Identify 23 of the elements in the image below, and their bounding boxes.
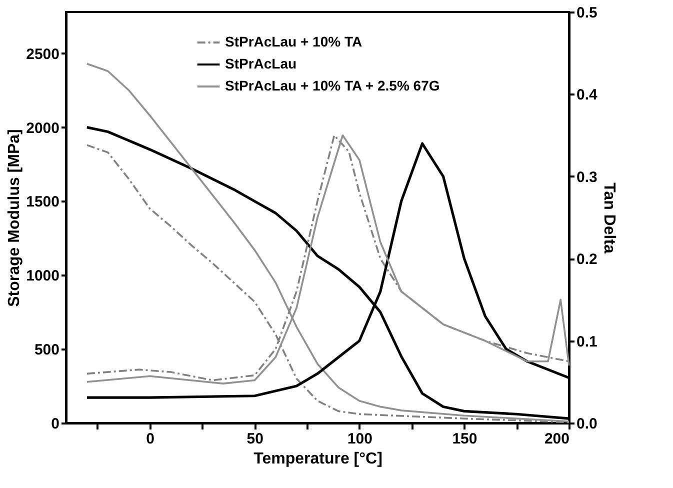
y-tick-label: 500 xyxy=(34,342,60,359)
legend-label: StPrAcLau + 10% TA xyxy=(225,34,362,50)
y2-tick-label: 0.4 xyxy=(576,86,598,104)
y2-tick-label: 0.5 xyxy=(576,4,598,22)
x-tick-label: 200 xyxy=(544,430,570,448)
y-tick-label: 0 xyxy=(51,416,60,432)
y-axis-title: Storage Modulus [MPa] xyxy=(6,129,24,307)
y2-tick-label: 0.0 xyxy=(576,416,598,432)
x-tick-label: 100 xyxy=(347,430,372,448)
x-tick-label: 150 xyxy=(452,430,478,448)
y-tick-label: 2500 xyxy=(26,46,60,63)
x-tick-label: 0 xyxy=(146,430,155,448)
y2-tick-label: 0.3 xyxy=(576,168,598,186)
x-axis-title: Temperature [°C] xyxy=(254,450,382,468)
y2-axis-title: Tan Delta xyxy=(600,182,618,254)
x-tick-label: 50 xyxy=(246,430,264,448)
y-tick-label: 1000 xyxy=(26,268,60,285)
y-tick-label: 2000 xyxy=(26,120,60,137)
legend-label: StPrAcLau xyxy=(225,56,297,72)
legend-label: StPrAcLau + 10% TA + 2.5% 67G xyxy=(225,78,440,94)
y2-tick-label: 0.2 xyxy=(576,251,598,268)
y2-tick-label: 0.1 xyxy=(576,333,598,350)
y-tick-label: 1500 xyxy=(26,194,60,211)
